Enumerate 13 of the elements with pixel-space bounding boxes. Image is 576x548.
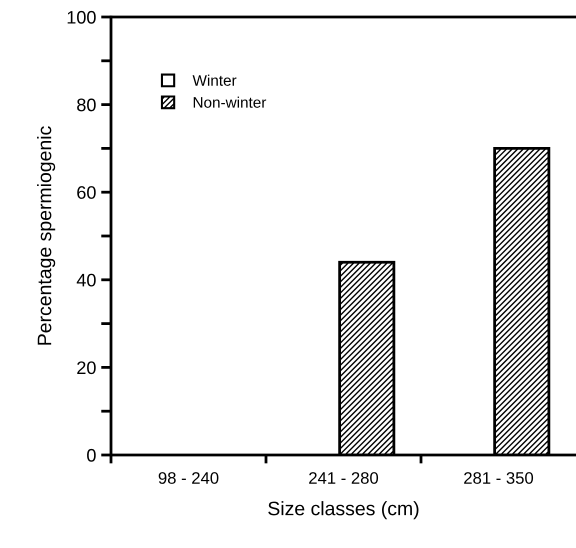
x-tick-label: 241 - 280 [309, 472, 378, 484]
y-tick-label: 20 [77, 361, 96, 374]
y-axis-title: Percentage spermiogenic [37, 126, 56, 345]
x-axis-title: Size classes (cm) [268, 501, 418, 520]
legend-label: Winter [192, 74, 236, 86]
y-tick-label: 100 [68, 10, 96, 24]
y-tick-label: 0 [87, 448, 96, 462]
legend-label: Non-winter [194, 96, 266, 108]
x-tick-label: 98 - 240 [158, 472, 218, 484]
y-tick-label: 40 [76, 274, 96, 287]
y-tick-label: 60 [77, 186, 96, 199]
y-tick-label: 80 [77, 98, 96, 112]
x-tick-label: 281 - 350 [464, 472, 534, 484]
